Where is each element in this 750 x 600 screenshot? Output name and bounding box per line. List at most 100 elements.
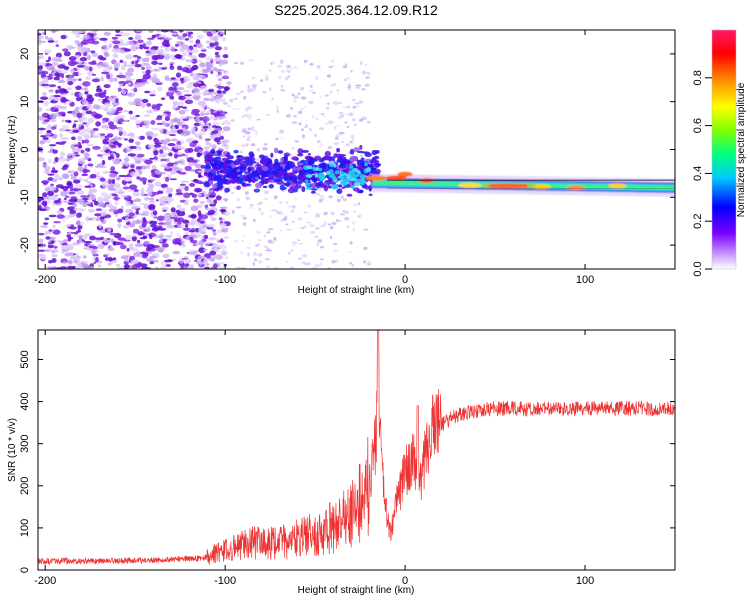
noise-blob	[291, 204, 296, 209]
noise-blob	[84, 125, 89, 128]
noise-blob	[120, 64, 126, 71]
noise-blob	[269, 215, 274, 218]
noise-blob	[218, 217, 223, 221]
noise-blob	[172, 116, 179, 123]
noise-blob	[71, 136, 76, 141]
noise-blob	[165, 264, 171, 267]
cluster-blob	[339, 167, 344, 172]
track-core	[397, 171, 413, 177]
noise-blob	[119, 52, 125, 55]
noise-blob	[68, 191, 76, 195]
noise-blob	[84, 147, 91, 152]
snr-series-line	[38, 330, 675, 566]
noise-blob	[249, 203, 254, 207]
cluster-blob	[214, 156, 222, 161]
noise-blob	[207, 106, 211, 110]
noise-blob	[242, 216, 247, 220]
noise-blob	[91, 60, 97, 65]
noise-blob	[153, 144, 162, 148]
colorbar-tick-label: 0.0	[692, 261, 704, 276]
noise-blob	[210, 217, 217, 221]
cluster-blob	[247, 174, 252, 179]
noise-blob	[291, 93, 295, 97]
noise-blob	[98, 92, 106, 98]
noise-blob	[108, 108, 116, 113]
noise-blob	[134, 198, 142, 203]
noise-blob	[177, 234, 181, 238]
noise-blob	[351, 263, 355, 267]
noise-blob	[139, 44, 144, 50]
noise-blob	[241, 240, 244, 242]
noise-blob	[136, 250, 141, 255]
cluster-blob	[301, 186, 306, 193]
noise-blob	[363, 228, 369, 231]
noise-blob	[198, 53, 207, 58]
noise-blob	[241, 127, 247, 130]
noise-blob	[72, 71, 79, 77]
noise-blob	[207, 116, 210, 120]
cluster-blob	[336, 153, 345, 158]
noise-blob	[303, 263, 308, 265]
noise-blob	[205, 56, 213, 61]
noise-blob	[345, 77, 350, 80]
noise-blob	[329, 90, 333, 94]
noise-blob	[351, 138, 355, 142]
noise-blob	[246, 114, 253, 119]
noise-blob	[96, 217, 100, 222]
noise-blob	[139, 237, 147, 240]
noise-blob	[39, 140, 46, 145]
noise-blob	[327, 146, 333, 149]
noise-blob	[333, 249, 338, 253]
noise-blob	[40, 206, 49, 209]
noise-blob	[84, 65, 90, 71]
noise-blob	[149, 157, 154, 160]
noise-blob	[69, 213, 78, 216]
noise-blob	[157, 81, 163, 84]
noise-blob	[281, 69, 285, 74]
noise-blob	[160, 97, 166, 100]
noise-blob	[173, 154, 178, 159]
noise-blob	[164, 189, 172, 194]
noise-blob	[50, 65, 55, 71]
noise-blob	[120, 205, 124, 210]
noise-blob	[84, 185, 92, 188]
noise-blob	[201, 85, 207, 90]
noise-blob	[205, 63, 214, 69]
noise-blob	[148, 183, 155, 189]
noise-blob	[217, 229, 223, 234]
noise-blob	[155, 117, 163, 121]
noise-blob	[128, 138, 134, 143]
cluster-blob	[251, 178, 256, 183]
noise-blob	[112, 40, 121, 45]
cluster-blob	[368, 188, 372, 192]
cluster-blob	[334, 170, 340, 175]
noise-blob	[112, 257, 117, 261]
noise-blob	[83, 164, 88, 170]
cluster-blob	[342, 159, 351, 165]
noise-blob	[151, 127, 160, 131]
noise-blob	[162, 129, 167, 134]
noise-blob	[55, 44, 60, 47]
noise-blob	[300, 227, 305, 229]
noise-blob	[117, 127, 124, 132]
noise-blob	[255, 158, 260, 162]
noise-blob	[320, 142, 324, 147]
noise-blob	[178, 110, 186, 115]
noise-blob	[226, 104, 231, 108]
noise-blob	[300, 86, 305, 91]
cluster-blob	[242, 182, 246, 186]
noise-blob	[174, 160, 183, 164]
noise-blob	[197, 210, 202, 216]
noise-blob	[194, 163, 203, 169]
noise-blob	[38, 117, 44, 121]
cluster-blob	[264, 179, 269, 185]
noise-blob	[149, 49, 157, 55]
noise-blob	[148, 251, 152, 254]
cluster-blob	[286, 161, 290, 167]
cluster-blob	[284, 176, 288, 181]
cluster-blob	[223, 178, 228, 183]
cluster-blob	[213, 175, 218, 180]
noise-blob	[130, 222, 136, 228]
noise-blob	[203, 253, 211, 258]
